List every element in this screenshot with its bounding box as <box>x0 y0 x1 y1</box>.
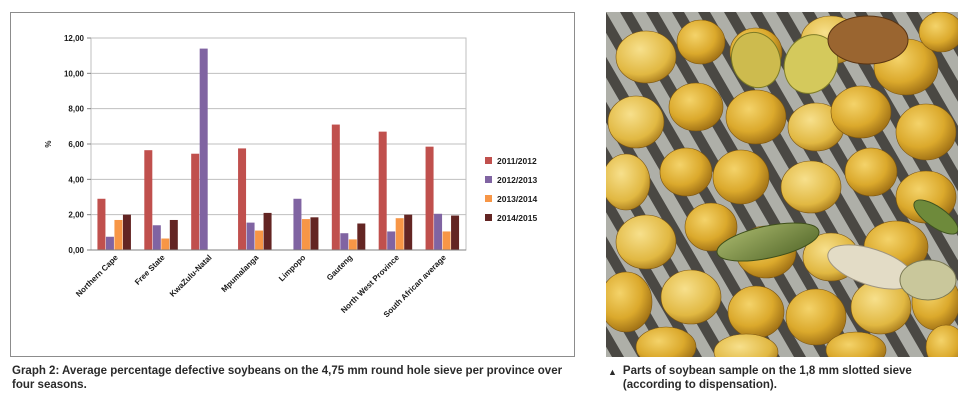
bar <box>387 231 396 250</box>
y-tick-label: 0,00 <box>68 246 84 255</box>
soybean <box>684 202 738 252</box>
pod-fragment <box>716 222 820 262</box>
soybean <box>780 160 842 214</box>
bar <box>451 215 460 250</box>
soybean <box>785 288 847 346</box>
legend-entry: 2014/2015 <box>497 213 537 223</box>
soybean <box>668 82 724 132</box>
sieve-bar <box>606 346 612 357</box>
bar <box>331 124 340 250</box>
bar <box>114 219 123 250</box>
soybean <box>607 95 665 149</box>
y-tick-label: 12,00 <box>64 34 85 43</box>
bar <box>434 213 443 250</box>
soybean <box>606 271 653 333</box>
legend-swatch <box>485 214 492 221</box>
bar <box>191 153 200 250</box>
bar <box>357 223 366 250</box>
bar <box>263 212 272 250</box>
soybean <box>825 331 887 357</box>
soybean <box>925 324 958 357</box>
bar <box>378 131 387 250</box>
soybean <box>727 285 785 339</box>
x-tick-label: Gauteng <box>325 253 354 282</box>
soybean <box>635 326 697 357</box>
y-tick-label: 2,00 <box>68 211 84 220</box>
bar <box>161 238 170 250</box>
chart-frame: 0,00 2,00 4,00 6,00 8,00 10,00 12,00% Northern … <box>10 12 575 357</box>
photo-caption: ▲ Parts of soybean sample on the 1,8 mm … <box>608 364 958 392</box>
damaged-bean <box>827 15 909 65</box>
bar <box>255 230 264 250</box>
bar <box>293 198 302 250</box>
legend-swatch <box>485 176 492 183</box>
sieve-bar <box>840 12 958 216</box>
bar <box>425 146 434 250</box>
soybean-cotyledon <box>783 34 839 94</box>
y-tick-label: 10,00 <box>64 69 85 78</box>
triangle-up-icon: ▲ <box>608 367 617 377</box>
soybean-cotyledon <box>730 31 782 89</box>
bar <box>246 222 255 250</box>
soybean <box>725 89 787 145</box>
soybean <box>712 149 770 205</box>
soybean-photo <box>606 12 958 357</box>
bar <box>122 214 131 250</box>
photo-caption-text: Parts of soybean sample on the 1,8 mm sl… <box>622 365 912 391</box>
bar <box>199 48 208 250</box>
soybean <box>844 147 898 197</box>
y-tick-label: 4,00 <box>68 175 84 184</box>
pod-fragment <box>913 199 958 235</box>
soybean <box>830 85 892 139</box>
bar <box>97 198 106 250</box>
soybean <box>615 214 677 270</box>
legend-entry: 2013/2014 <box>497 194 537 204</box>
soybean <box>606 153 651 211</box>
bar <box>152 225 161 250</box>
legend-entry: 2011/2012 <box>497 156 537 166</box>
bar <box>395 218 404 250</box>
x-tick-label: Mpumalanga <box>220 253 261 294</box>
bar <box>404 214 413 250</box>
y-tick-label: 8,00 <box>68 105 84 114</box>
bar <box>105 236 114 250</box>
y-axis-label: % <box>44 140 53 147</box>
y-tick-label: 6,00 <box>68 140 84 149</box>
soybean <box>660 269 722 325</box>
legend-swatch <box>485 157 492 164</box>
graph-caption: Graph 2: Average percentage defective so… <box>12 365 563 391</box>
bar <box>310 217 319 250</box>
soybean <box>676 19 726 65</box>
soybean <box>615 30 677 84</box>
bar <box>144 150 153 250</box>
legend-entry: 2012/2013 <box>497 175 537 185</box>
bar <box>340 233 349 250</box>
bar <box>238 148 247 250</box>
bar-chart: 0,00 2,00 4,00 6,00 8,00 10,00 12,00% Northern … <box>44 34 537 319</box>
legend-swatch <box>485 195 492 202</box>
x-tick-label: Limpopo <box>277 253 307 283</box>
x-tick-label: KwaZulu-Natal <box>168 253 214 299</box>
x-tick-label: Free State <box>133 253 167 287</box>
bar <box>301 219 310 250</box>
soybean <box>918 12 958 53</box>
bar <box>442 231 451 250</box>
x-tick-label: Northern Cape <box>74 253 120 299</box>
bar <box>169 219 178 250</box>
soybean <box>895 103 957 161</box>
soybean <box>713 333 779 357</box>
bar <box>348 239 357 250</box>
husk-fragment <box>899 259 957 301</box>
soybean-sieve-illustration <box>606 12 958 357</box>
soybean <box>659 147 713 197</box>
